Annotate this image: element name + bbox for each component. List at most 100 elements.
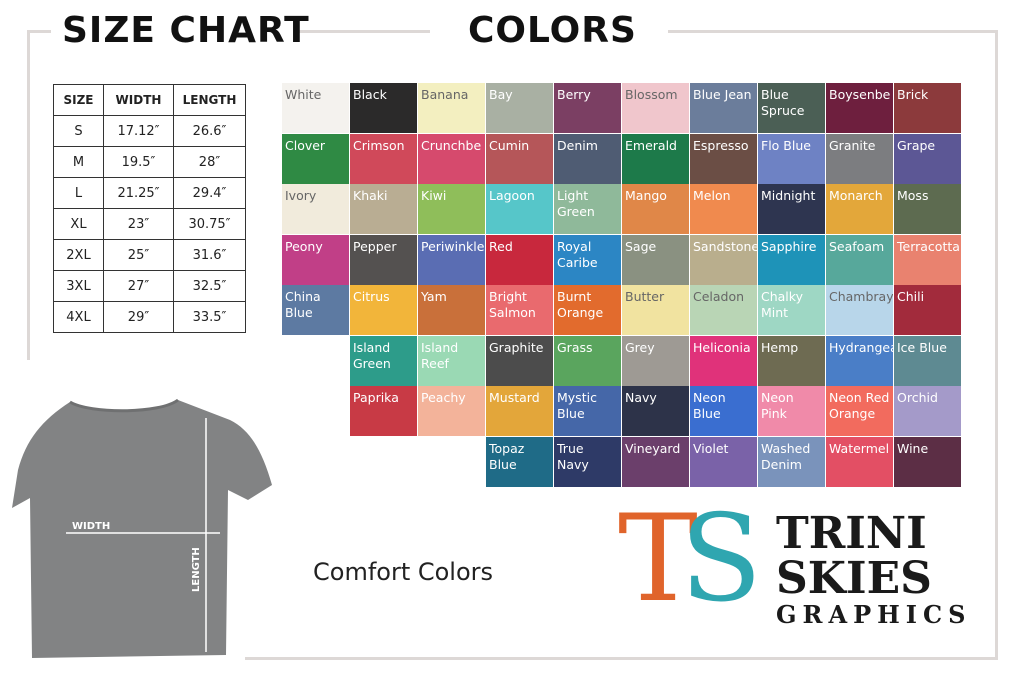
size-cell: 29.4″ xyxy=(173,177,246,209)
size-row: 3XL 27″ 32.5″ xyxy=(53,270,246,302)
swatch-label: Espresso xyxy=(693,137,749,153)
frame xyxy=(995,30,998,660)
size-cell: 21.25″ xyxy=(103,177,174,209)
color-swatch: Navy xyxy=(622,386,689,436)
color-swatch: Blue Jean xyxy=(690,83,757,133)
shirt: WIDTH LENGTH xyxy=(12,398,272,658)
shirt-body xyxy=(12,400,272,658)
swatch-label: Melon xyxy=(693,188,731,203)
color-swatch: Peony xyxy=(282,234,349,285)
swatch-label: China Blue xyxy=(285,289,321,320)
color-swatch: Terracotta xyxy=(894,234,961,285)
logo-line: SKIES xyxy=(776,553,932,604)
swatch-label: Denim xyxy=(557,137,598,153)
swatch-label: Bay xyxy=(489,87,513,102)
color-swatch: Hemp xyxy=(758,335,825,386)
logo-t: T xyxy=(618,490,699,629)
color-swatch: Chili xyxy=(894,285,961,335)
color-swatch: Orchid xyxy=(894,386,961,436)
swatch-label: Kiwi xyxy=(421,188,447,203)
color-swatch: Paprika xyxy=(350,386,417,436)
size-cell: XL xyxy=(53,208,104,240)
swatch-label: Moss xyxy=(897,188,929,203)
color-swatch: Flo Blue xyxy=(758,133,825,184)
swatch-label: Brick xyxy=(897,87,929,102)
color-swatch: Island Green xyxy=(350,335,417,386)
size-cell: M xyxy=(53,146,104,178)
swatch-label: Crunchbe xyxy=(421,137,482,153)
swatch-label: Khaki xyxy=(353,188,388,203)
swatch-label: Chalky Mint xyxy=(761,289,803,320)
color-swatch: China Blue xyxy=(282,285,349,335)
swatch-label: Chambray xyxy=(829,289,893,304)
swatch-label: Yam xyxy=(421,289,447,304)
column-header: WIDTH xyxy=(103,84,174,116)
swatch-label: Grey xyxy=(625,339,655,355)
size-cell: 4XL xyxy=(53,301,104,333)
swatch-label: Neon Red Orange xyxy=(829,390,890,421)
swatch-label: Mango xyxy=(625,188,667,203)
swatch-label: Sapphire xyxy=(761,238,817,254)
color-swatch: True Navy xyxy=(554,436,621,487)
size-cell: 29″ xyxy=(103,301,174,333)
color-swatch: Butter xyxy=(622,285,689,335)
swatch-label: Butter xyxy=(625,289,665,304)
logo-s: S xyxy=(680,490,763,629)
swatch-label: Citrus xyxy=(353,289,390,304)
swatch-label: Banana xyxy=(421,87,469,102)
swatch-label: Seafoam xyxy=(829,238,885,254)
color-swatch: Cumin xyxy=(486,133,553,184)
size-row: S 17.12″ 26.6″ xyxy=(53,115,246,147)
size-cell: 30.75″ xyxy=(173,208,246,240)
color-swatch: Blue Spruce xyxy=(758,83,825,133)
swatch-label: Neon Blue xyxy=(693,390,726,421)
color-swatch: Blossom xyxy=(622,83,689,133)
swatch-label: Crimson xyxy=(353,137,405,153)
swatch-label: Navy xyxy=(625,390,657,405)
color-swatch: Vineyard xyxy=(622,436,689,487)
color-swatch: Clover xyxy=(282,133,349,184)
swatch-label: Watermel xyxy=(829,440,890,456)
swatch-label: Light Green xyxy=(557,188,595,219)
color-swatch: Monarch xyxy=(826,184,893,234)
color-swatch: Crunchbe xyxy=(418,133,485,184)
color-swatch: Neon Red Orange xyxy=(826,386,893,436)
size-cell: 28″ xyxy=(173,146,246,178)
color-swatch: Grape xyxy=(894,133,961,184)
swatch-label: Cumin xyxy=(489,137,530,153)
color-swatch: Topaz Blue xyxy=(486,436,553,487)
color-swatch: Washed Denim xyxy=(758,436,825,487)
swatch-label: Berry xyxy=(557,87,591,102)
swatch-label: Sage xyxy=(625,238,657,254)
swatch-label: Boysenbe xyxy=(829,87,891,102)
swatch-label: Terracotta xyxy=(897,238,960,254)
color-swatch: Pepper xyxy=(350,234,417,285)
size-cell: 26.6″ xyxy=(173,115,246,147)
color-swatch: Chambray xyxy=(826,285,893,335)
header-row: SIZE WIDTH LENGTH xyxy=(53,84,246,116)
swatch-label: Sandstone xyxy=(693,238,757,254)
color-swatch: Peachy xyxy=(418,386,485,436)
color-swatch: Heliconia xyxy=(690,335,757,386)
swatch-label: Granite xyxy=(829,137,876,153)
swatch-label: Orchid xyxy=(897,390,938,405)
logo-monogram: TS xyxy=(618,490,762,630)
color-swatch: Graphite xyxy=(486,335,553,386)
color-swatch: Brick xyxy=(894,83,961,133)
swatch-label: Heliconia xyxy=(693,339,751,355)
swatch-label: Neon Pink xyxy=(761,390,794,421)
color-swatch: Light Green xyxy=(554,184,621,234)
swatch-label: Peachy xyxy=(421,390,466,405)
color-swatch: Mustard xyxy=(486,386,553,436)
color-swatch: Emerald xyxy=(622,133,689,184)
color-swatch: Midnight xyxy=(758,184,825,234)
color-swatch: Granite xyxy=(826,133,893,184)
swatch-label: Flo Blue xyxy=(761,137,811,153)
swatch-label: Violet xyxy=(693,440,729,456)
colors-title: COLORS xyxy=(468,10,637,51)
color-swatch: Wine xyxy=(894,436,961,487)
color-swatch: Grass xyxy=(554,335,621,386)
color-swatch: Neon Pink xyxy=(758,386,825,436)
color-swatch: Red xyxy=(486,234,553,285)
